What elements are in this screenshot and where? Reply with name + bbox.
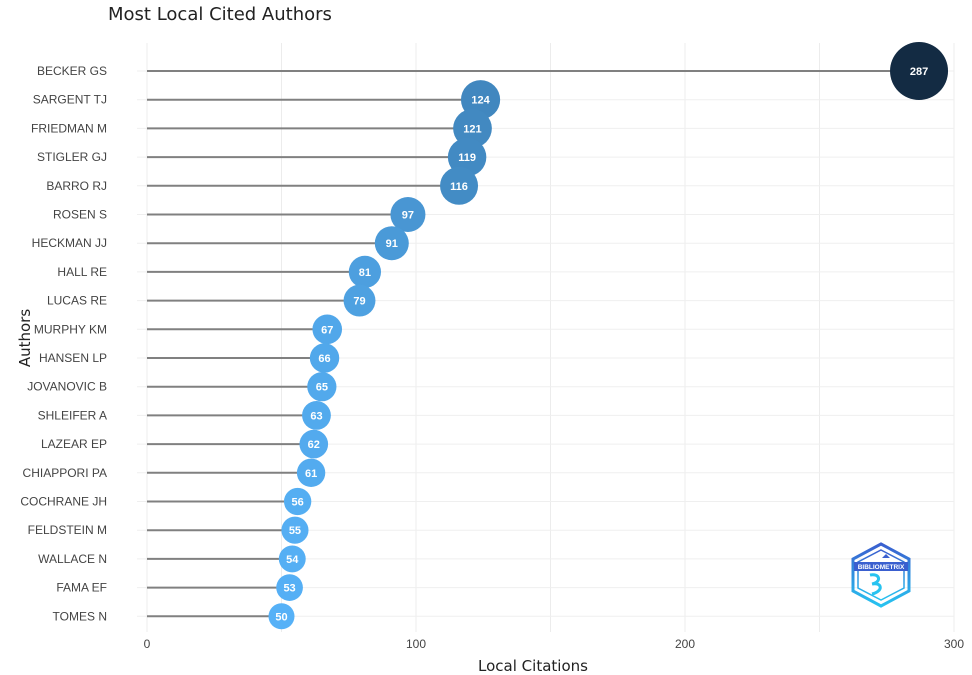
y-tick-label: LAZEAR EP <box>41 437 107 451</box>
y-tick-label: BARRO RJ <box>46 179 107 193</box>
data-label: 66 <box>318 353 330 365</box>
data-label: 62 <box>308 439 320 451</box>
lollipop-point <box>302 400 331 430</box>
data-label: 124 <box>471 95 490 107</box>
data-label: 55 <box>289 525 301 537</box>
y-tick-label: FAMA EF <box>56 581 107 595</box>
data-label: 121 <box>463 123 481 135</box>
y-tick-label: CHIAPPORI PA <box>23 466 107 480</box>
x-tick-label: 0 <box>144 637 151 651</box>
x-tick-label: 300 <box>944 637 964 651</box>
lollipop-point <box>309 343 340 373</box>
data-label: 67 <box>321 324 333 336</box>
data-label: 287 <box>910 66 928 78</box>
lollipop-point <box>348 255 382 289</box>
y-axis-label: Authors <box>16 308 34 368</box>
data-label: 56 <box>292 497 304 509</box>
chart-title: Most Local Cited Authors <box>108 4 332 25</box>
lollipop-point <box>343 284 376 317</box>
x-tick-label: 100 <box>406 637 426 651</box>
lollipop-point <box>890 42 949 100</box>
y-tick-label: ROSEN S <box>53 208 107 222</box>
data-label: 61 <box>305 468 317 480</box>
y-tick-label: SHLEIFER A <box>38 408 107 422</box>
data-label: 79 <box>353 296 365 308</box>
lollipop-point <box>276 574 303 601</box>
y-tick-label: FELDSTEIN M <box>28 523 107 537</box>
y-tick-label: HECKMAN JJ <box>32 236 107 250</box>
data-label: 50 <box>275 611 287 623</box>
lollipop-point <box>440 166 479 205</box>
x-tick-label: 200 <box>675 637 695 651</box>
lollipop-point <box>453 109 492 148</box>
data-label: 119 <box>458 152 476 164</box>
lollipop-point <box>281 516 309 544</box>
data-label: 81 <box>359 267 371 279</box>
lollipop-point <box>268 603 295 630</box>
data-label: 65 <box>316 382 328 394</box>
lollipop-point <box>296 458 326 487</box>
data-label: 53 <box>283 583 295 595</box>
y-tick-label: HANSEN LP <box>39 351 107 365</box>
lollipop-point <box>312 314 343 345</box>
lollipop-point <box>283 487 312 516</box>
y-tick-label: STIGLER GJ <box>37 150 107 164</box>
lollipop-point <box>299 429 329 459</box>
logo-text: BIBLIOMETRIX <box>858 564 905 571</box>
y-tick-label: BECKER GS <box>37 64 107 78</box>
data-label: 97 <box>402 210 414 222</box>
lollipop-point <box>307 372 337 402</box>
lollipop-point <box>447 137 487 177</box>
data-label: 54 <box>286 554 299 566</box>
data-label: 91 <box>386 238 398 250</box>
lollipop-point <box>278 545 306 573</box>
x-axis-label: Local Citations <box>478 657 588 675</box>
y-tick-label: SARGENT TJ <box>33 93 107 107</box>
bibliometrix-logo: BIBLIOMETRIX <box>851 542 911 608</box>
y-tick-label: HALL RE <box>57 265 107 279</box>
y-tick-label: LUCAS RE <box>47 294 107 308</box>
lollipop-point <box>374 226 409 261</box>
lollipop-point <box>390 196 426 233</box>
y-tick-label: COCHRANE JH <box>20 495 107 509</box>
y-tick-label: WALLACE N <box>38 552 107 566</box>
y-tick-label: TOMES N <box>53 609 107 623</box>
data-label: 63 <box>310 410 322 422</box>
y-tick-label: MURPHY KM <box>34 322 107 336</box>
data-label: 116 <box>450 181 468 193</box>
y-tick-label: JOVANOVIC B <box>27 380 107 394</box>
y-tick-label: FRIEDMAN M <box>31 121 107 135</box>
